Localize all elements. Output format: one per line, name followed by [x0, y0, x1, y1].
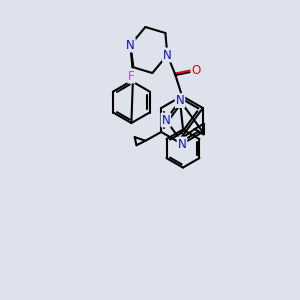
Text: N: N: [126, 38, 135, 52]
Text: N: N: [176, 94, 184, 107]
Text: N: N: [178, 137, 186, 151]
Text: N: N: [161, 113, 170, 127]
Text: O: O: [191, 64, 201, 77]
Text: F: F: [128, 70, 135, 83]
Text: N: N: [163, 49, 172, 62]
